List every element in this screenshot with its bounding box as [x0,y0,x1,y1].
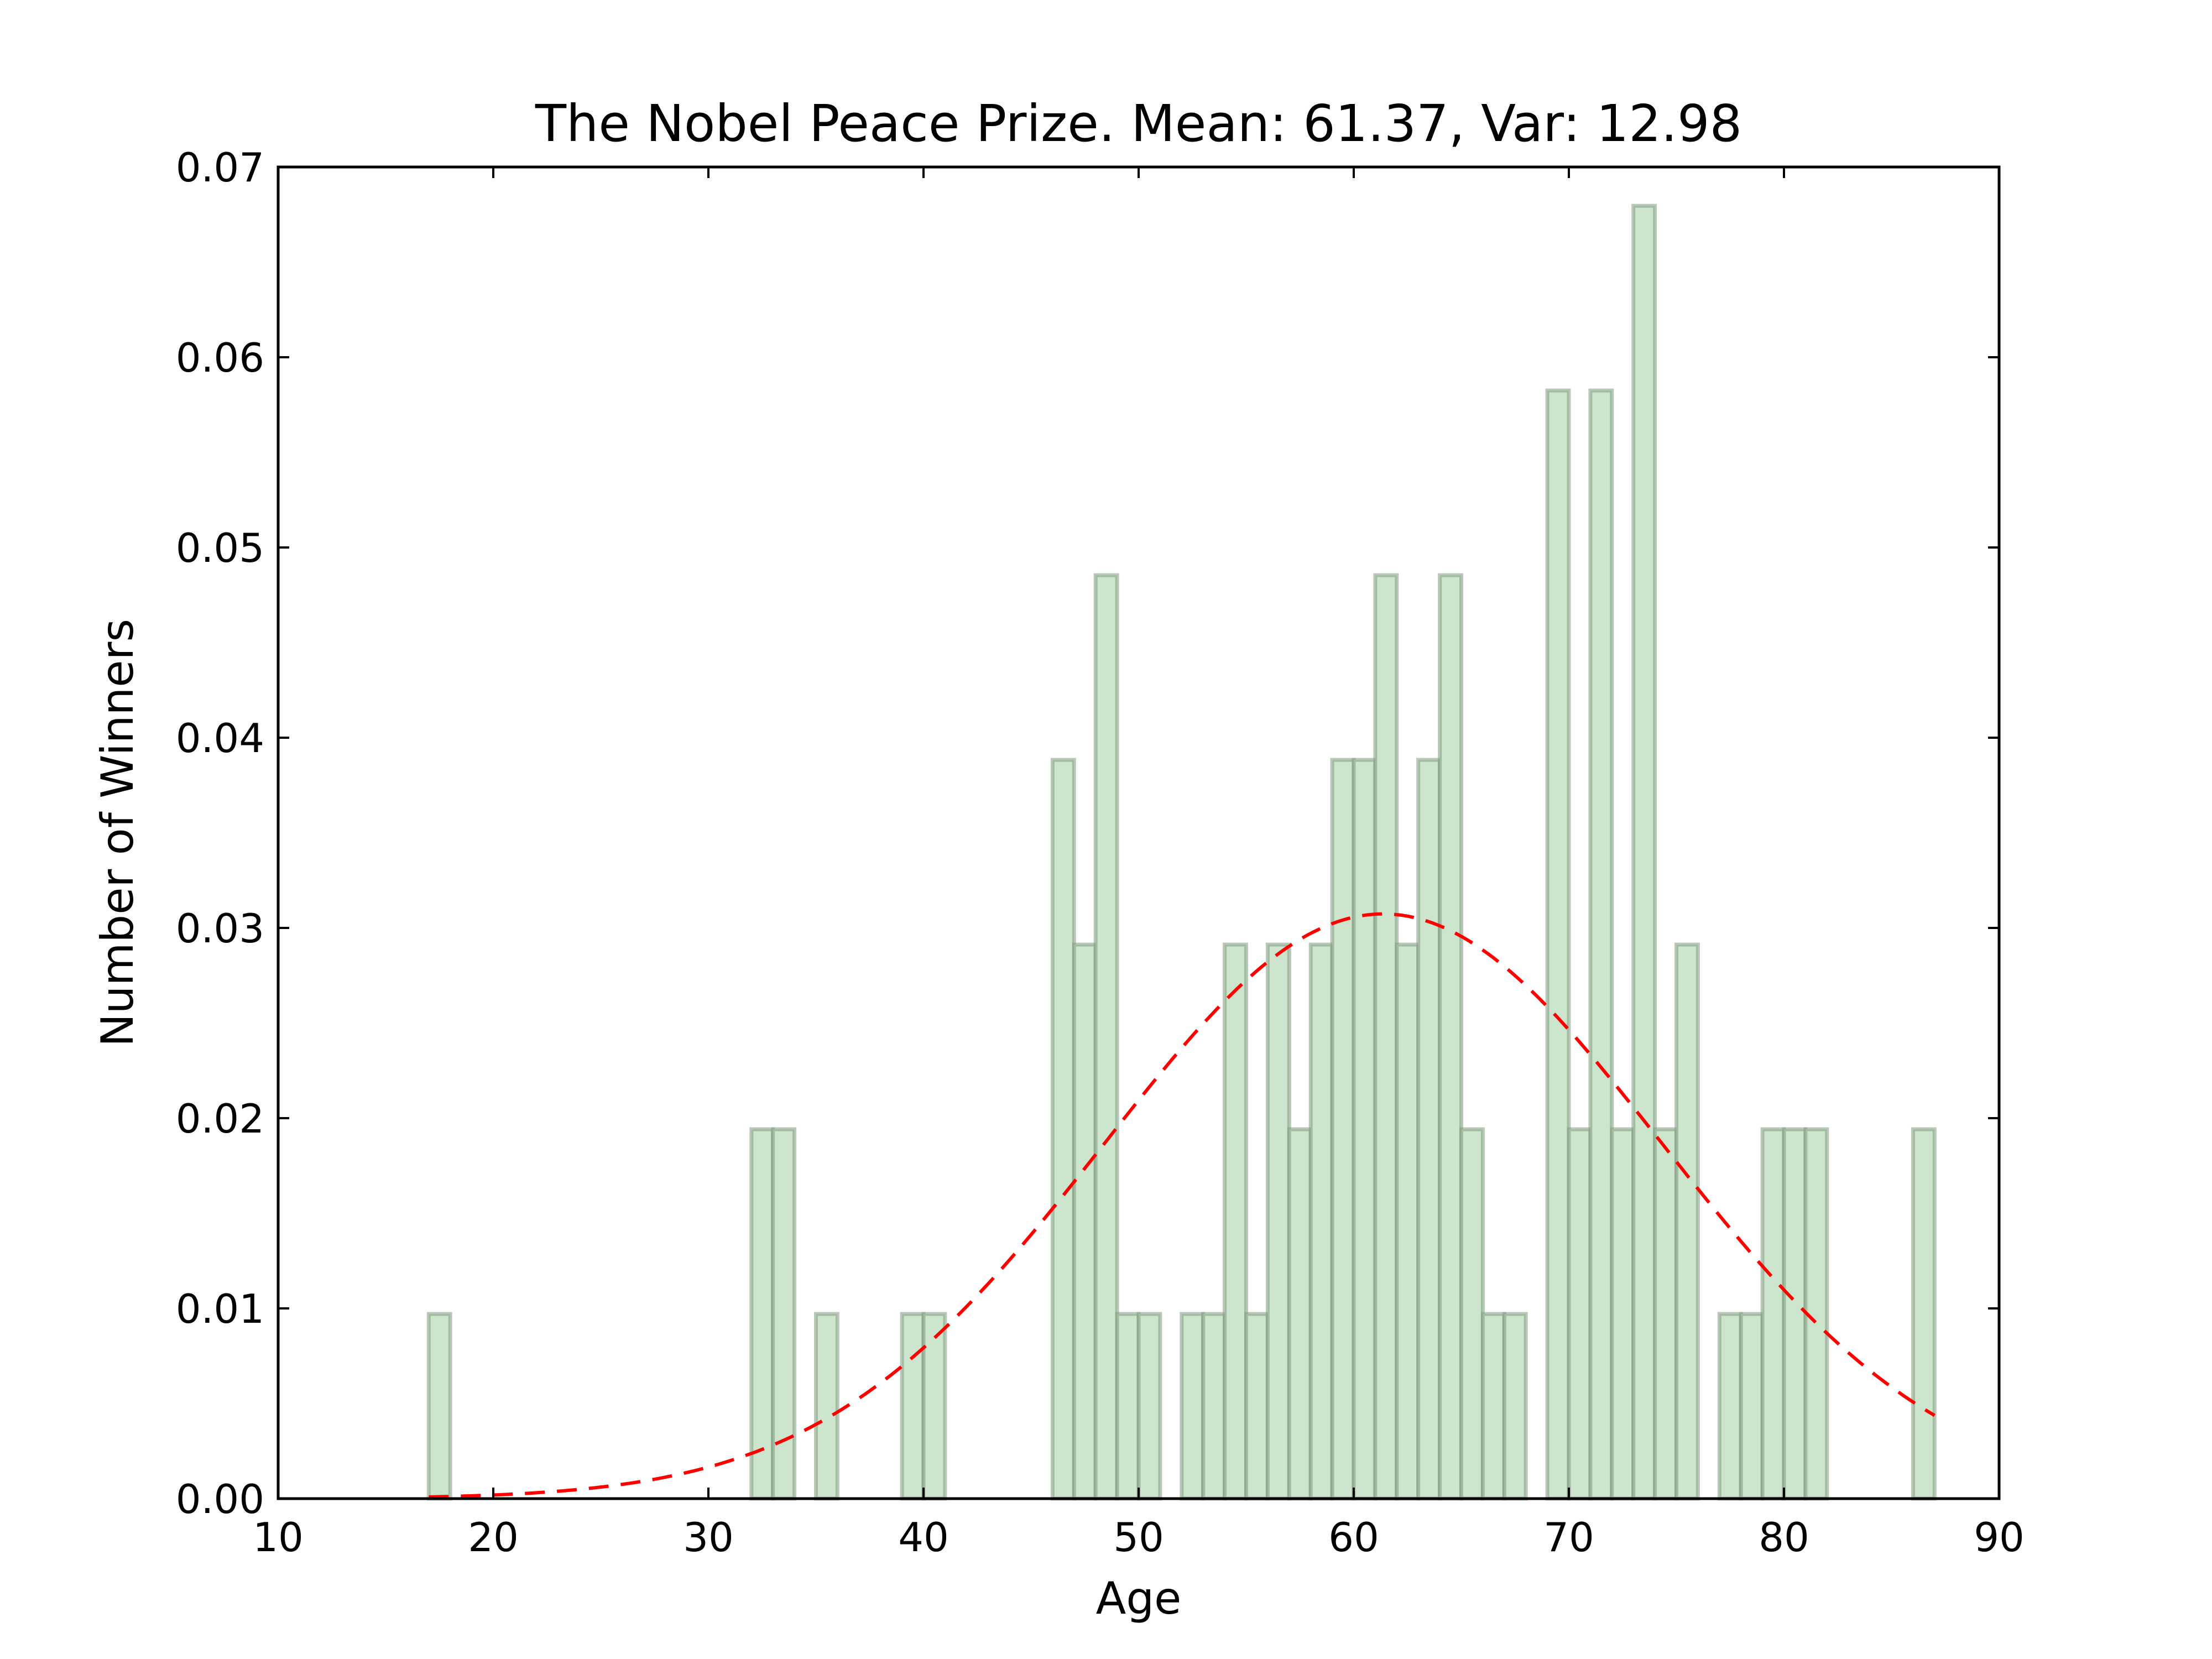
histogram-bar [749,1127,775,1501]
histogram-bar [1459,1127,1485,1501]
x-tick-label: 10 [253,1514,304,1561]
histogram-bar [1588,388,1614,1501]
x-axis-label: Age [1096,1573,1182,1624]
y-tick-label: 0.04 [176,715,264,761]
histogram-bar [1265,942,1291,1501]
histogram-bar [1072,942,1098,1501]
histogram-bar [1567,1127,1593,1501]
histogram-bar [1395,942,1421,1501]
y-tick-label: 0.02 [176,1095,264,1142]
histogram-bar [1502,1312,1528,1501]
histogram-bar [1050,758,1076,1501]
histogram-bar [1136,1312,1162,1501]
histogram-bar [426,1312,452,1501]
histogram-bar [1631,204,1657,1501]
histogram-bar [1201,1312,1227,1501]
normal-fit-curve [429,912,1936,1499]
histogram-bar [1180,1312,1206,1501]
y-tick-label: 0.01 [176,1286,264,1332]
x-tick-label: 70 [1543,1514,1594,1561]
histogram-bar [1373,573,1399,1501]
histogram-bar [1308,942,1334,1501]
histogram-bar [1093,573,1119,1501]
x-tick-label: 60 [1328,1514,1379,1561]
histogram-bar [900,1312,926,1501]
histogram-bar [1717,1312,1743,1501]
histogram-bar [1438,573,1464,1501]
plot-frame [276,165,2001,1500]
histogram-bar [1911,1127,1937,1501]
y-axis-label: Number of Winners [92,619,143,1047]
x-tick-label: 50 [1113,1514,1164,1561]
histogram-bar [1115,1312,1141,1501]
x-tick-label: 80 [1759,1514,1809,1561]
y-tick-label: 0.03 [176,905,264,952]
histogram-bar [1287,1127,1313,1501]
y-tick-label: 0.05 [176,525,264,571]
chart-title: The Nobel Peace Prize. Mean: 61.37, Var:… [535,94,1742,153]
x-tick-label: 30 [683,1514,734,1561]
x-tick-label: 40 [898,1514,949,1561]
y-tick-label: 0.06 [176,335,264,381]
histogram-bar [1760,1127,1786,1501]
y-tick-label: 0.00 [176,1476,264,1522]
histogram-bar [1352,758,1378,1501]
histogram-bar [1416,758,1442,1501]
x-tick-label: 20 [468,1514,519,1561]
histogram-bar [1480,1312,1506,1501]
histogram-bar [1782,1127,1808,1501]
y-tick-label: 0.07 [176,144,264,191]
histogram-bar [814,1312,839,1501]
histogram-bar [1330,758,1356,1501]
histogram-bar [1545,388,1571,1501]
histogram-bar [1610,1127,1636,1501]
histogram-bar [1674,942,1700,1501]
histogram-bar [1244,1312,1270,1501]
x-tick-label: 90 [1974,1514,2025,1561]
histogram-bar [1739,1312,1765,1501]
histogram-bar [1223,942,1249,1501]
histogram-bar [1653,1127,1679,1501]
histogram-bar [921,1312,947,1501]
